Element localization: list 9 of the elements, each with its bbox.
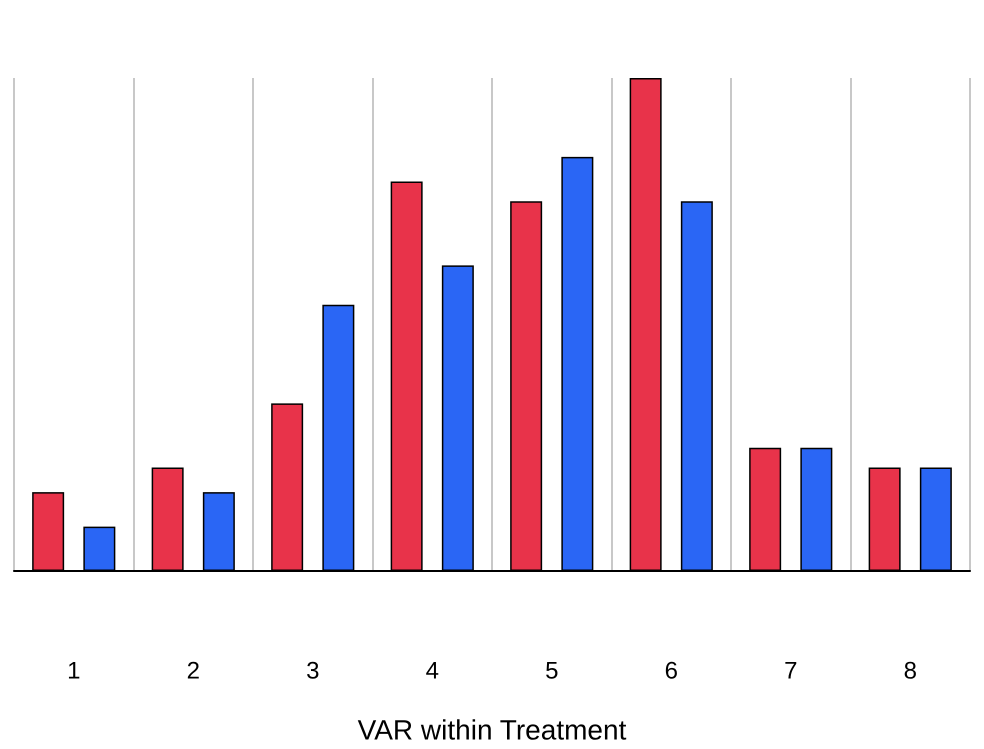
x-tick-label: 6 [664, 658, 678, 684]
x-tick-label: 1 [67, 658, 80, 684]
x-tick-label: 8 [904, 658, 917, 684]
x-tick-label: 4 [426, 658, 439, 684]
x-tick-label: 7 [784, 658, 798, 684]
x-tick-label: 3 [306, 658, 320, 684]
x-tick-label: 5 [545, 658, 558, 684]
x-tick-label: 2 [186, 658, 200, 684]
x-axis-title: VAR within Treatment [358, 714, 627, 746]
